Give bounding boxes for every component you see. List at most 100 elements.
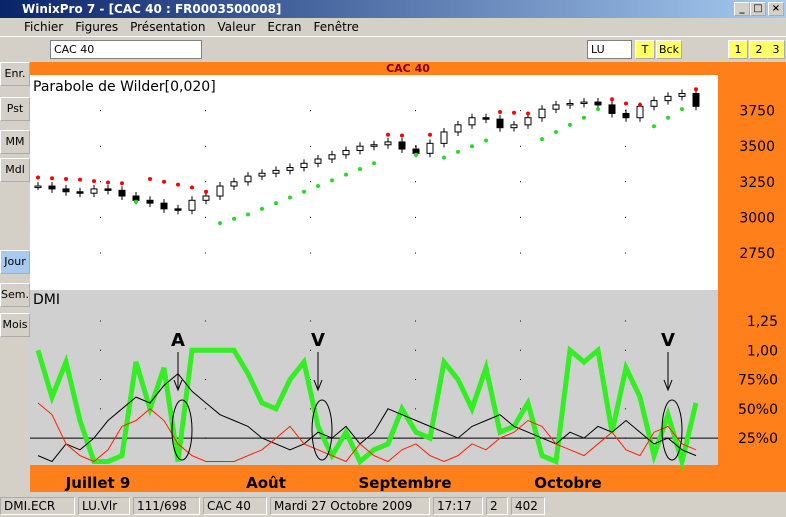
candle (622, 112, 630, 119)
close[interactable]: × (768, 2, 784, 16)
candle (76, 191, 84, 194)
x-axis-label: Juillet 9 (65, 474, 131, 492)
sidebar-button[interactable]: Mdl (0, 158, 30, 182)
sar-dot (288, 195, 292, 200)
menu-item[interactable]: Fenêtre (313, 20, 359, 34)
x-axis-label: Octobre (534, 474, 601, 492)
annotation-ellipse (171, 399, 193, 461)
dmi-line (35, 345, 699, 472)
sar-dot (666, 115, 670, 120)
menu-item[interactable]: Ecran (267, 20, 302, 34)
sar-dot (498, 110, 502, 115)
sar-dot (232, 216, 236, 221)
candle (552, 104, 560, 110)
sar-dot (106, 180, 110, 185)
menu-bar: Fichier Figures Présentation Valeur Ecran Fen… (0, 18, 786, 36)
candle (174, 208, 182, 211)
sidebar-button[interactable]: Pst (0, 97, 30, 121)
toolbar-button[interactable]: T (635, 40, 655, 59)
y-tick-label: 3750 (739, 104, 775, 120)
candle (132, 195, 140, 201)
y-tick-label: 1,25 (747, 314, 778, 330)
sar-dot (64, 176, 68, 181)
toolbar-button[interactable]: 1 (728, 40, 748, 59)
candle (328, 154, 336, 160)
price-panel (30, 75, 718, 290)
candle (300, 162, 308, 169)
y-tick-label: 50%0 (738, 402, 778, 418)
sar-dot (190, 185, 194, 190)
y-tick-label: 1,00 (747, 343, 778, 359)
annotation-arrow-head (173, 379, 183, 392)
candle (454, 124, 462, 133)
candle (244, 175, 252, 183)
sar-dot (274, 201, 278, 206)
sar-dot (246, 212, 250, 217)
status-cell: 2 (486, 497, 508, 515)
menu-item[interactable]: Fichier (24, 20, 64, 34)
status-cell: Mardi 27 Octobre 2009 (270, 497, 430, 515)
sidebar-button[interactable]: Enr. (0, 62, 30, 86)
sar-dot (596, 107, 600, 112)
sar-dot (50, 176, 54, 181)
sar-dot (218, 221, 222, 226)
sar-dot (78, 177, 82, 182)
panel-label: DMI (33, 292, 60, 308)
sar-dot (372, 161, 376, 166)
sar-dot (134, 199, 138, 204)
menu-item[interactable]: Figures (75, 20, 119, 34)
minimize[interactable]: _ (734, 2, 750, 16)
sar-dot (442, 155, 446, 160)
sar-dot (680, 107, 684, 112)
sar-dot (582, 115, 586, 120)
candle (412, 148, 420, 154)
toolbar: CAC 40 LU T Bck 1 2 3 (0, 36, 786, 60)
symbol-combo[interactable]: CAC 40 (50, 40, 202, 59)
maximize[interactable]: □ (750, 2, 766, 16)
sar-dot (386, 132, 390, 137)
sar-dot (568, 122, 572, 127)
sidebar-button[interactable]: Mois (0, 313, 30, 337)
y-tick-label: 3250 (739, 175, 775, 191)
candle (510, 124, 518, 129)
title-bar: WinixPro 7 - [CAC 40 : FR0003500008] _ □… (0, 0, 786, 18)
sidebar-button[interactable]: MM (0, 130, 30, 154)
candle (62, 188, 70, 193)
candle (538, 108, 546, 119)
toolbar-button[interactable]: 3 (767, 40, 785, 59)
annotation: V (661, 330, 675, 351)
toolbar-button[interactable]: Bck (656, 40, 682, 59)
candle (384, 141, 392, 146)
sidebar-button[interactable]: Jour (0, 250, 30, 274)
annotation-arrow-head (313, 379, 323, 392)
candle (258, 172, 266, 177)
menu-item[interactable]: Valeur (217, 20, 256, 34)
candle (216, 185, 224, 197)
sar-dot (694, 87, 698, 92)
candle (440, 131, 448, 144)
sar-dot (610, 97, 614, 102)
candle (524, 117, 532, 126)
menu-item[interactable]: Présentation (130, 20, 206, 34)
candle (342, 149, 350, 156)
window-title: WinixPro 7 - [CAC 40 : FR0003500008] (22, 2, 282, 16)
sar-dot (512, 110, 516, 115)
period-combo[interactable]: LU (587, 40, 632, 59)
annotation: V (311, 330, 325, 351)
y-tick-label: 2750 (739, 246, 775, 262)
sidebar-button[interactable]: Sem. (0, 283, 30, 307)
sar-dot (554, 129, 558, 134)
sar-dot (456, 149, 460, 154)
y-tick-label: 75%0 (738, 373, 778, 389)
y-tick-label: 3000 (739, 210, 775, 226)
candle (202, 195, 210, 201)
y-tick-label: 25%0 (738, 431, 778, 447)
sar-dot (652, 124, 656, 129)
dmi-line (37, 372, 697, 463)
candle (678, 93, 686, 97)
sar-dot (302, 189, 306, 194)
x-axis-label: Août (246, 474, 286, 492)
sar-dot (624, 101, 628, 106)
